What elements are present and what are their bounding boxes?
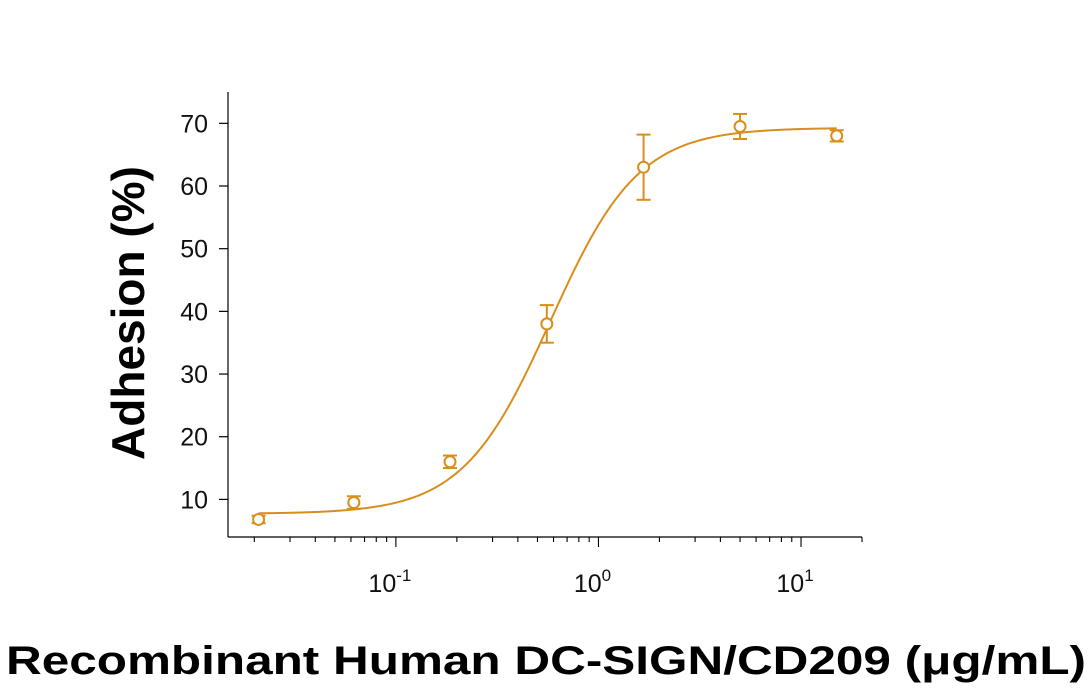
x-tick-base: 10	[776, 570, 804, 598]
x-axis: 10-1 100 101	[228, 536, 863, 598]
y-tick-label: 10	[180, 486, 208, 514]
y-ticks: 10 20 30 40 50 60 70	[180, 110, 228, 514]
y-tick-label: 50	[180, 236, 208, 264]
y-axis-title: Adhesion (%)	[102, 166, 154, 460]
x-tick-label: 10-1	[368, 566, 411, 598]
data-point	[733, 119, 747, 133]
y-tick-label: 40	[180, 298, 208, 326]
y-tick-label: 70	[180, 110, 208, 138]
y-axis: 10 20 30 40 50 60 70	[180, 92, 229, 537]
x-tick-exponent: 0	[602, 566, 611, 585]
x-tick-exponent: -1	[396, 566, 411, 585]
x-axis-title: Recombinant Human DC-SIGN/CD209 (μg/mL)	[6, 639, 1086, 683]
data-point-group	[829, 129, 844, 143]
data-point-group	[733, 112, 748, 141]
data-points	[251, 112, 844, 526]
y-tick-label: 60	[180, 173, 208, 201]
data-point	[637, 160, 651, 174]
data-point	[252, 512, 266, 526]
x-tick-base: 10	[368, 570, 396, 598]
plot-area	[251, 112, 844, 526]
x-tick-exponent: 1	[804, 566, 813, 585]
data-point-group	[443, 454, 458, 470]
x-tick-label: 100	[574, 566, 611, 598]
data-point-group	[346, 495, 361, 510]
data-point	[347, 496, 361, 510]
data-point-group	[251, 512, 266, 526]
data-point-group	[636, 133, 651, 201]
y-tick-label: 30	[180, 361, 208, 389]
data-point	[540, 317, 554, 331]
data-point	[443, 455, 457, 469]
x-tick-base: 10	[574, 570, 602, 598]
x-tick-label: 101	[776, 566, 813, 598]
x-ticks: 10-1 100 101	[253, 537, 863, 598]
data-point-group	[539, 304, 554, 344]
data-point	[830, 129, 844, 143]
y-tick-label: 20	[180, 424, 208, 452]
